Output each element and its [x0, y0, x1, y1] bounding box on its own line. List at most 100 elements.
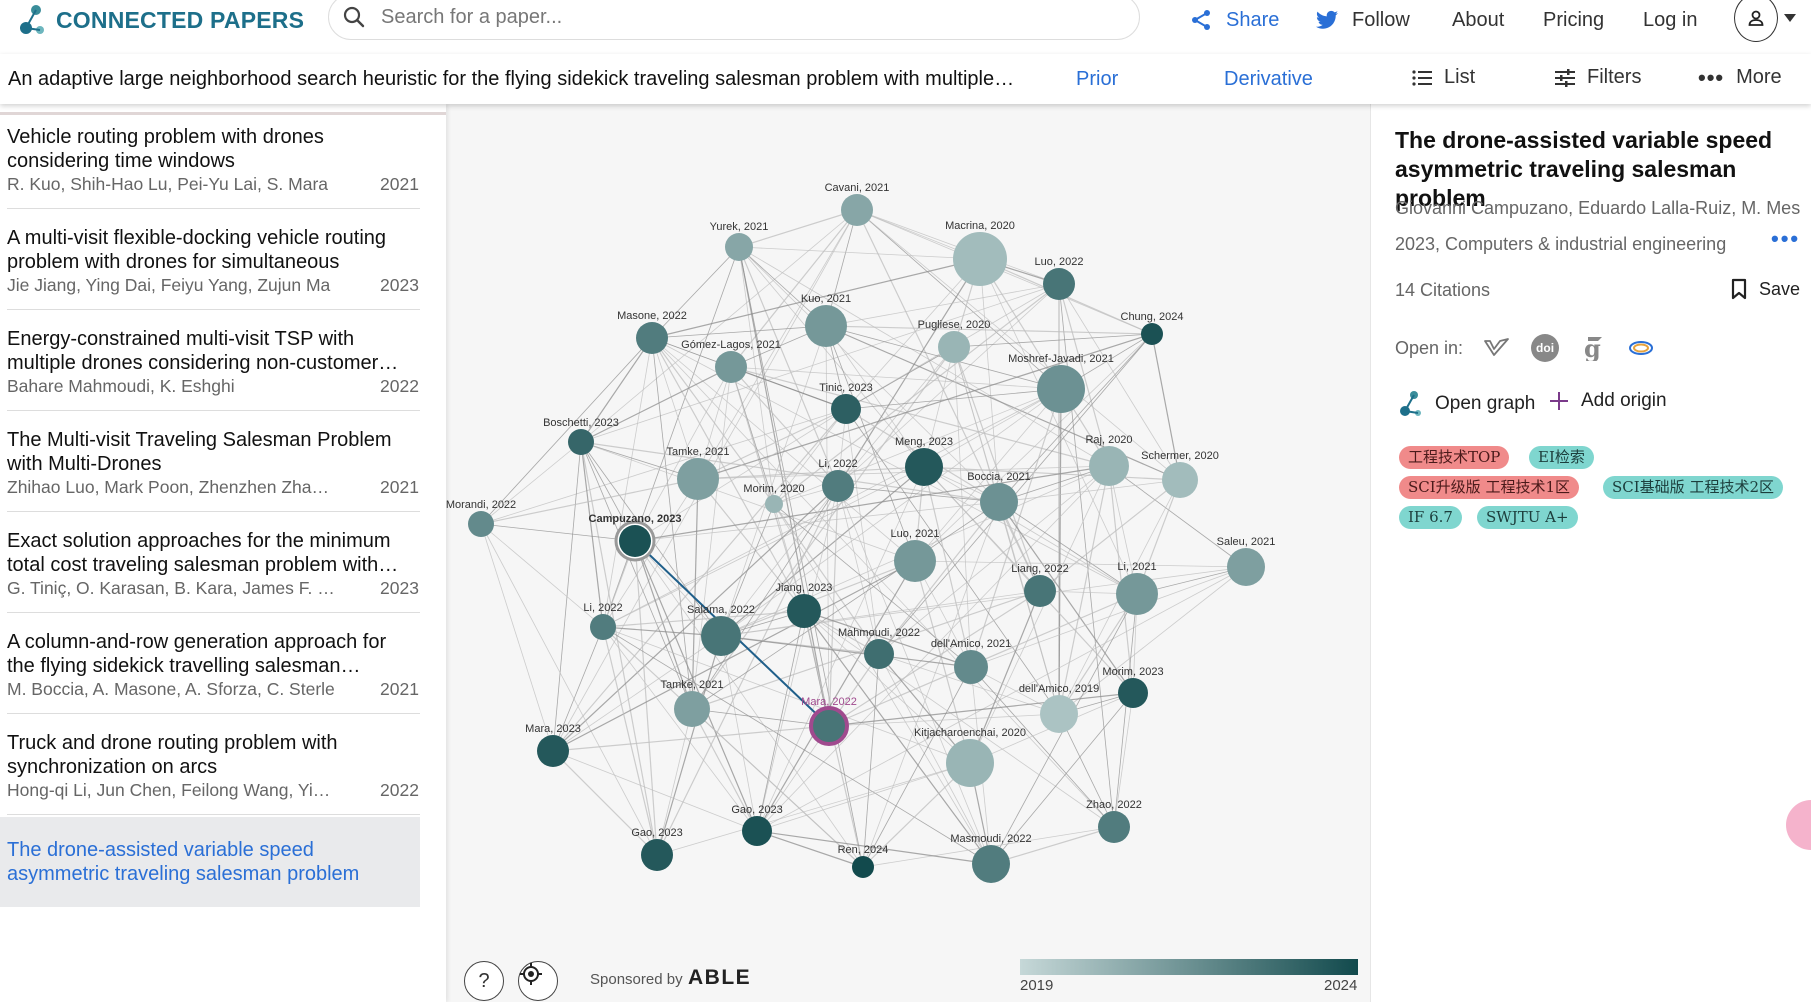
- graph-node-circle[interactable]: [677, 458, 719, 500]
- tab-derivative[interactable]: Derivative: [1224, 68, 1313, 90]
- graph-node-morandi[interactable]: Morandi, 2022: [446, 499, 516, 537]
- graph-node-masone[interactable]: Masone, 2022: [617, 310, 687, 354]
- graph-node-chung[interactable]: Chung, 2024: [1121, 311, 1184, 345]
- list-item[interactable]: Vehicle routing problem with drones cons…: [0, 114, 420, 214]
- graph-node-circle[interactable]: [864, 639, 894, 669]
- graph-node-jiang[interactable]: Jiang, 2023: [776, 582, 833, 628]
- list-item[interactable]: The drone-assisted variable speed asymme…: [0, 817, 420, 907]
- graph-node-circle[interactable]: [1227, 548, 1265, 586]
- graph-node-morim2023[interactable]: Morim, 2023: [1102, 666, 1164, 708]
- add-origin-button[interactable]: Add origin: [1549, 390, 1667, 412]
- graph-node-circle[interactable]: [725, 233, 753, 261]
- crossref-icon[interactable]: [1627, 334, 1655, 362]
- graph-node-circle[interactable]: [715, 351, 747, 383]
- recenter-button[interactable]: [518, 961, 558, 1001]
- graph-node-circle[interactable]: [636, 322, 668, 354]
- chevron-down-icon[interactable]: [1784, 14, 1796, 22]
- graph-node-campuzano[interactable]: Campuzano, 2023: [589, 513, 682, 562]
- graph-node-circle[interactable]: [1024, 575, 1056, 607]
- logo[interactable]: CONNECTED PAPERS: [20, 0, 304, 40]
- graph-node-circle[interactable]: [537, 735, 569, 767]
- list-item[interactable]: Energy-constrained multi-visit TSP with …: [0, 316, 420, 416]
- graph-node-circle[interactable]: [905, 448, 943, 486]
- graph-node-circle[interactable]: [1089, 446, 1129, 486]
- graph-node-circle[interactable]: [1037, 365, 1085, 413]
- graph-node-dellamico2019[interactable]: dell'Amico, 2019: [1019, 683, 1099, 733]
- graph-node-circle[interactable]: [1162, 462, 1198, 498]
- graph-node-circle[interactable]: [953, 232, 1007, 286]
- login-link[interactable]: Log in: [1643, 0, 1698, 40]
- open-graph-button[interactable]: Open graph: [1399, 390, 1535, 418]
- google-scholar-icon[interactable]: g: [1579, 334, 1607, 362]
- graph-node-gao2[interactable]: Gao, 2023: [631, 827, 683, 871]
- tab-prior[interactable]: Prior: [1076, 68, 1119, 90]
- list-button[interactable]: List: [1412, 66, 1475, 89]
- graph-node-moshref[interactable]: Moshref-Javadi, 2021: [1008, 353, 1114, 413]
- search-input[interactable]: Search for a paper...: [328, 0, 1140, 40]
- graph-node-dellamico2021[interactable]: dell'Amico, 2021: [931, 638, 1011, 684]
- share-button[interactable]: Share: [1190, 0, 1279, 40]
- graph-node-li2021[interactable]: Li, 2021: [1116, 561, 1158, 615]
- graph-node-raj[interactable]: Raj, 2020: [1085, 434, 1133, 486]
- graph-node-tamke1[interactable]: Tamke, 2021: [667, 446, 730, 500]
- list-item[interactable]: The Multi-visit Traveling Salesman Probl…: [0, 417, 420, 517]
- sponsor-logo[interactable]: ABLE: [688, 966, 752, 989]
- semantic-scholar-icon[interactable]: [1483, 334, 1511, 362]
- graph-node-mahmoudi[interactable]: Mahmoudi, 2022: [838, 627, 920, 669]
- graph-node-circle[interactable]: [841, 194, 873, 226]
- about-link[interactable]: About: [1452, 0, 1504, 40]
- graph-node-circle[interactable]: [641, 839, 673, 871]
- graph-node-schermer[interactable]: Schermer, 2020: [1141, 450, 1219, 498]
- graph-node-circle[interactable]: [809, 706, 849, 746]
- graph-node-gao1[interactable]: Gao, 2023: [731, 804, 783, 846]
- graph-node-luo2021[interactable]: Luo, 2021: [891, 528, 940, 582]
- graph-node-circle[interactable]: [822, 470, 854, 502]
- graph-node-circle[interactable]: [1098, 811, 1130, 843]
- graph-node-li2022b[interactable]: Li, 2022: [583, 602, 623, 640]
- graph-node-circle[interactable]: [1118, 678, 1148, 708]
- list-item[interactable]: Truck and drone routing problem with syn…: [0, 720, 420, 820]
- doi-icon[interactable]: doi: [1531, 334, 1560, 362]
- graph-node-masmoudi[interactable]: Masmoudi, 2022: [950, 833, 1032, 883]
- graph-node-meng[interactable]: Meng, 2023: [895, 436, 953, 486]
- graph-node-pugliese[interactable]: Pugliese, 2020: [918, 319, 991, 363]
- graph-node-circle[interactable]: [954, 650, 988, 684]
- graph-node-circle[interactable]: [590, 614, 616, 640]
- graph-node-kuo[interactable]: Kuo, 2021: [801, 293, 851, 347]
- graph-node-circle[interactable]: [619, 525, 651, 557]
- graph-svg[interactable]: Cavani, 2021 Yurek, 2021 Macrina, 2020 Luo,…: [446, 104, 1370, 1002]
- graph-node-macrina[interactable]: Macrina, 2020: [945, 220, 1015, 286]
- graph-node-circle[interactable]: [468, 511, 494, 537]
- graph-node-liang[interactable]: Liang, 2022: [1011, 563, 1069, 607]
- graph-node-circle[interactable]: [1116, 573, 1158, 615]
- help-button[interactable]: ?: [464, 961, 504, 1001]
- list-item[interactable]: A multi-visit flexible-docking vehicle r…: [0, 215, 420, 315]
- graph-node-circle[interactable]: [938, 331, 970, 363]
- graph-node-mara2022[interactable]: Mara, 2022: [801, 696, 857, 746]
- pricing-link[interactable]: Pricing: [1543, 0, 1604, 40]
- list-item[interactable]: A column-and-row generation approach for…: [0, 619, 420, 719]
- graph-node-zhao[interactable]: Zhao, 2022: [1086, 799, 1142, 843]
- graph-node-kitja[interactable]: Kitjacharoenchai, 2020: [914, 727, 1026, 787]
- graph-node-circle[interactable]: [1043, 268, 1075, 300]
- graph-node-circle[interactable]: [972, 845, 1010, 883]
- graph-node-tamke2[interactable]: Tamke, 2021: [661, 679, 724, 727]
- graph-node-circle[interactable]: [980, 483, 1018, 521]
- graph-node-morim2020[interactable]: Morim, 2020: [743, 483, 805, 513]
- graph-node-salama[interactable]: Salama, 2022: [687, 604, 755, 656]
- graph-node-circle[interactable]: [805, 305, 847, 347]
- graph-node-tinic[interactable]: Tinic, 2023: [819, 382, 873, 424]
- graph-node-circle[interactable]: [674, 691, 710, 727]
- more-button[interactable]: ••• More: [1698, 66, 1782, 89]
- graph-node-boschetti[interactable]: Boschetti, 2023: [543, 417, 619, 455]
- graph-node-cavani[interactable]: Cavani, 2021: [825, 182, 890, 226]
- user-menu-button[interactable]: [1734, 0, 1778, 42]
- graph-node-circle[interactable]: [742, 816, 772, 846]
- graph-node-luo2022[interactable]: Luo, 2022: [1035, 256, 1084, 300]
- graph-node-gomez[interactable]: Gómez-Lagos, 2021: [681, 339, 781, 383]
- graph-node-circle[interactable]: [831, 394, 861, 424]
- graph-node-circle[interactable]: [852, 856, 874, 878]
- filters-button[interactable]: Filters: [1555, 66, 1641, 89]
- list-item[interactable]: Exact solution approaches for the minimu…: [0, 518, 420, 618]
- graph-node-circle[interactable]: [568, 429, 594, 455]
